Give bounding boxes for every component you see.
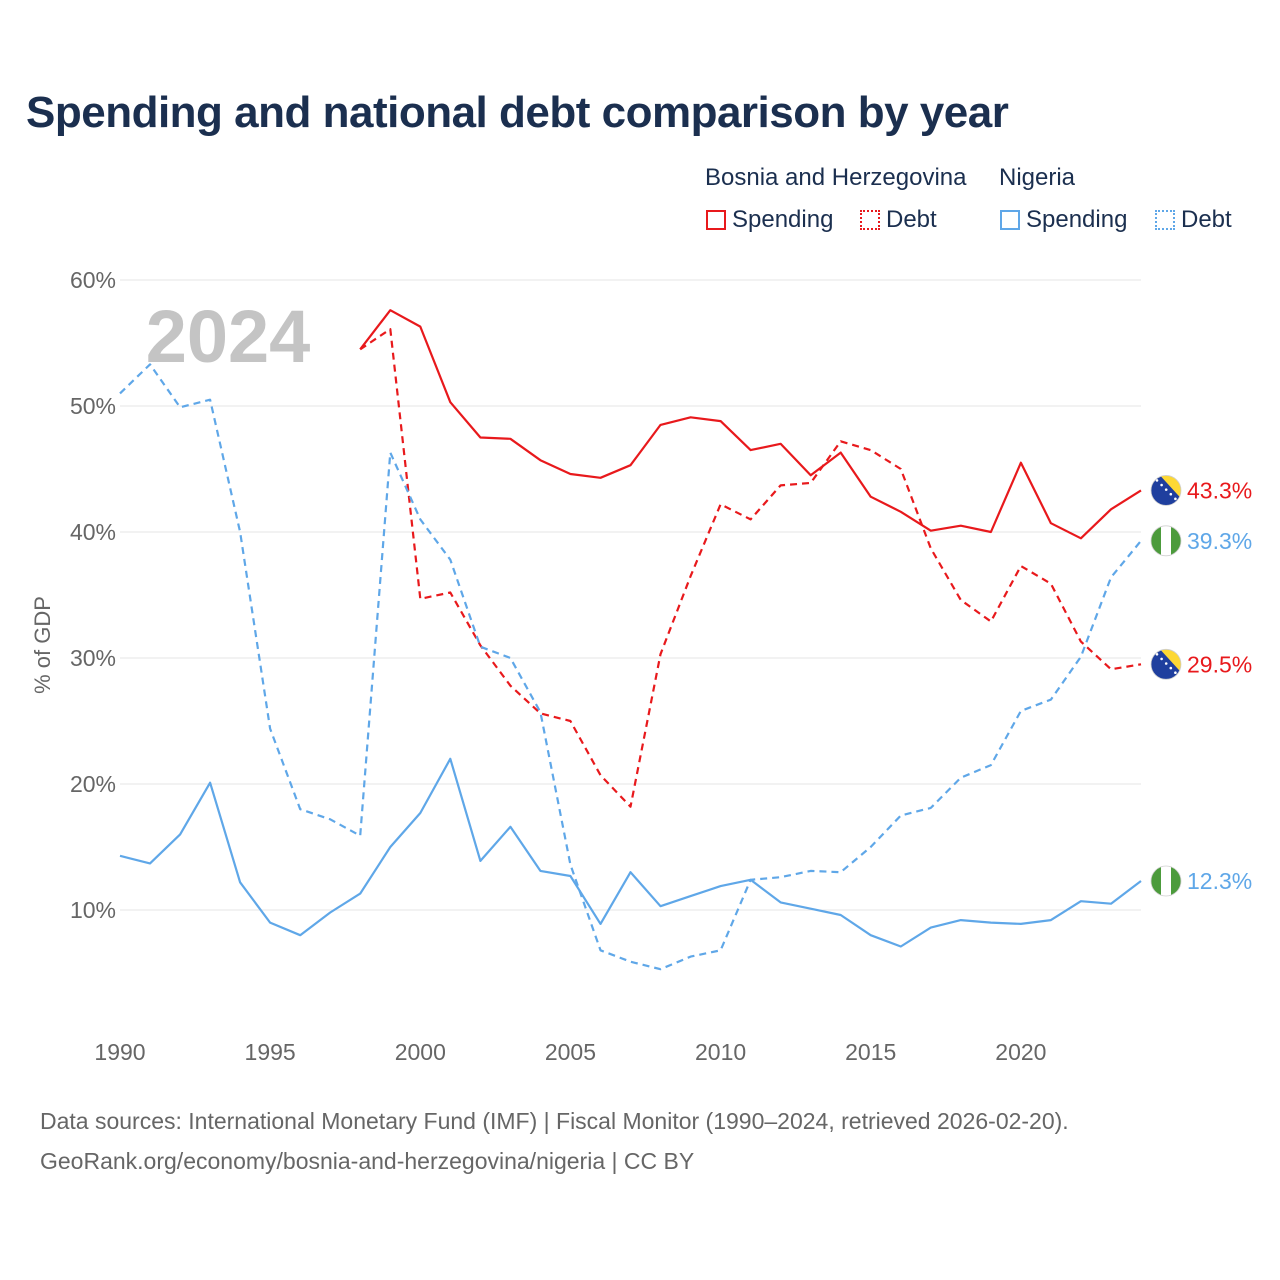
bosnia-flag-icon <box>1150 475 1182 506</box>
series-line-3[interactable] <box>119 363 1142 971</box>
y-tick-label: 60% <box>70 267 116 293</box>
legend-group-bosnia: Bosnia and Herzegovina <box>705 164 967 191</box>
series-line-2[interactable] <box>119 757 1142 948</box>
legend-item-nigeria-debt[interactable]: Debt <box>1155 206 1232 234</box>
legend-swatch-dotted-icon <box>1155 210 1175 230</box>
series-line-0[interactable] <box>359 309 1142 540</box>
legend-swatch-solid-icon <box>1000 210 1020 230</box>
nigeria-flag-icon <box>1150 865 1182 897</box>
y-tick-label: 40% <box>70 519 116 545</box>
y-tick-label: 30% <box>70 645 116 671</box>
legend-label: Debt <box>1181 206 1232 233</box>
legend-label: Spending <box>732 206 834 233</box>
end-value-label: 43.3% <box>1187 477 1252 503</box>
y-tick-label: 20% <box>70 771 116 797</box>
end-markers: 43.3% 29.5% 12.3% 39.3% <box>1150 475 1252 897</box>
legend-item-bosnia-debt[interactable]: Debt <box>860 206 937 234</box>
y-axis-ticks: 10% 20% 30% 40% 50% 60% <box>70 267 116 923</box>
x-tick-label: 2000 <box>395 1039 446 1065</box>
x-tick-label: 2005 <box>545 1039 596 1065</box>
bosnia-flag-icon <box>1150 648 1182 680</box>
data-source-text: Data sources: International Monetary Fun… <box>40 1108 1069 1134</box>
source-url-text: GeoRank.org/economy/bosnia-and-herzegovi… <box>40 1148 695 1174</box>
legend-item-bosnia-spending[interactable]: Spending <box>706 206 833 234</box>
end-value-label: 39.3% <box>1187 528 1252 554</box>
x-tick-label: 1995 <box>245 1039 296 1065</box>
series-line-1[interactable] <box>359 328 1142 808</box>
year-watermark: 2024 <box>146 295 311 378</box>
end-value-label: 12.3% <box>1187 868 1252 894</box>
legend-item-nigeria-spending[interactable]: Spending <box>1000 206 1127 234</box>
y-axis-label: % of GDP <box>30 596 55 694</box>
chart-title: Spending and national debt comparison by… <box>26 88 1009 137</box>
x-tick-label: 2015 <box>845 1039 896 1065</box>
legend-swatch-solid-icon <box>706 210 726 230</box>
grid-lines <box>120 279 1141 911</box>
line-chart: 2024 10% 20% 30% 40% 50% 60% 1990 1995 2000 2005… <box>30 267 1252 1065</box>
end-value-label: 29.5% <box>1187 651 1252 677</box>
series-lines <box>119 309 1142 971</box>
x-tick-label: 2020 <box>995 1039 1046 1065</box>
nigeria-flag-icon <box>1150 525 1182 557</box>
legend-group-nigeria: Nigeria <box>999 164 1076 191</box>
x-tick-label: 1990 <box>94 1039 145 1065</box>
y-tick-label: 10% <box>70 897 116 923</box>
legend-label: Debt <box>886 206 937 233</box>
y-tick-label: 50% <box>70 393 116 419</box>
legend-swatch-dotted-icon <box>860 210 880 230</box>
x-axis-ticks: 1990 1995 2000 2005 2010 2015 2020 <box>94 1039 1046 1065</box>
x-tick-label: 2010 <box>695 1039 746 1065</box>
legend-label: Spending <box>1026 206 1128 233</box>
